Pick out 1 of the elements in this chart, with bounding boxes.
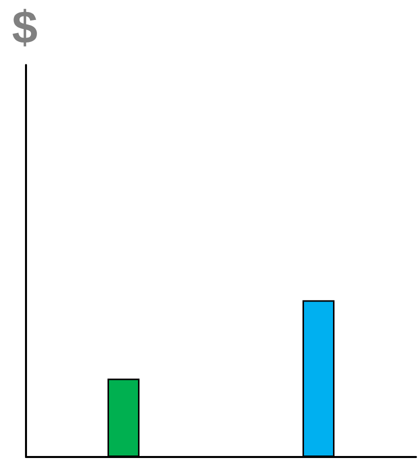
text: $ [12,1,38,53]
